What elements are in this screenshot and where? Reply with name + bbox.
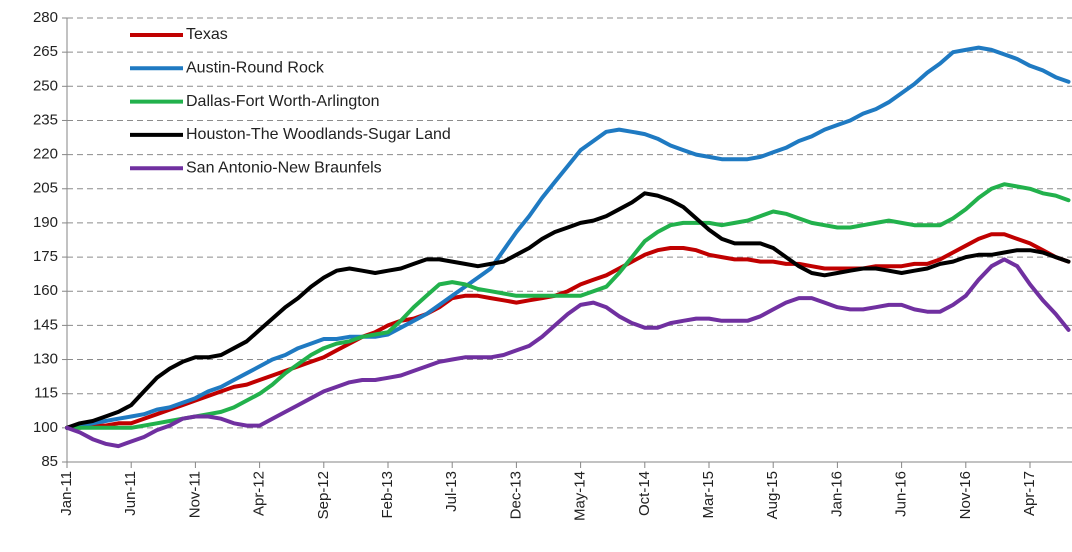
y-tick-label: 220 bbox=[33, 146, 58, 163]
x-tick-label: Sep-12 bbox=[315, 471, 332, 519]
y-tick-label: 100 bbox=[33, 419, 58, 436]
x-tick-label: Dec-13 bbox=[507, 471, 524, 519]
legend-label: Dallas-Fort Worth-Arlington bbox=[186, 93, 380, 110]
legend-label: Houston-The Woodlands-Sugar Land bbox=[186, 126, 451, 143]
x-tick-label: Feb-13 bbox=[379, 471, 396, 519]
series-line bbox=[65, 182, 1071, 430]
x-tick-label: Jul-13 bbox=[443, 471, 460, 512]
x-tick-label: Oct-14 bbox=[636, 471, 653, 516]
x-tick-label: Nov-16 bbox=[957, 471, 974, 519]
x-tick-label: Apr-12 bbox=[251, 471, 268, 516]
x-tick-label: Jun-11 bbox=[122, 471, 139, 516]
x-tick-label: Jan-16 bbox=[828, 471, 845, 517]
y-tick-label: 280 bbox=[33, 9, 58, 26]
x-tick-label: Mar-15 bbox=[700, 471, 717, 519]
y-tick-label: 205 bbox=[33, 180, 58, 197]
y-tick-label: 85 bbox=[41, 453, 58, 470]
x-tick-label: Aug-15 bbox=[764, 471, 781, 519]
x-tick-label: Nov-11 bbox=[186, 471, 203, 518]
y-tick-label: 250 bbox=[33, 77, 58, 94]
x-tick-label: Apr-17 bbox=[1021, 471, 1038, 516]
y-tick-label: 265 bbox=[33, 43, 58, 60]
y-tick-label: 175 bbox=[33, 248, 58, 265]
y-tick-label: 130 bbox=[33, 351, 58, 368]
y-tick-label: 160 bbox=[33, 282, 58, 299]
x-tick-label: Jun-16 bbox=[893, 471, 910, 517]
y-tick-label: 235 bbox=[33, 111, 58, 128]
legend-label: Austin-Round Rock bbox=[186, 60, 325, 77]
y-tick-label: 145 bbox=[33, 316, 58, 333]
y-tick-label: 115 bbox=[34, 385, 58, 402]
legend-label: Texas bbox=[186, 26, 228, 43]
legend-label: San Antonio-New Braunfels bbox=[186, 159, 382, 176]
x-tick-label: Jan-11 bbox=[58, 471, 75, 516]
series-line bbox=[65, 45, 1071, 430]
series-line bbox=[65, 191, 1071, 430]
series-line bbox=[65, 257, 1071, 449]
series-line bbox=[65, 232, 1071, 430]
y-tick-label: 190 bbox=[33, 214, 58, 231]
x-tick-label: May-14 bbox=[572, 471, 589, 521]
